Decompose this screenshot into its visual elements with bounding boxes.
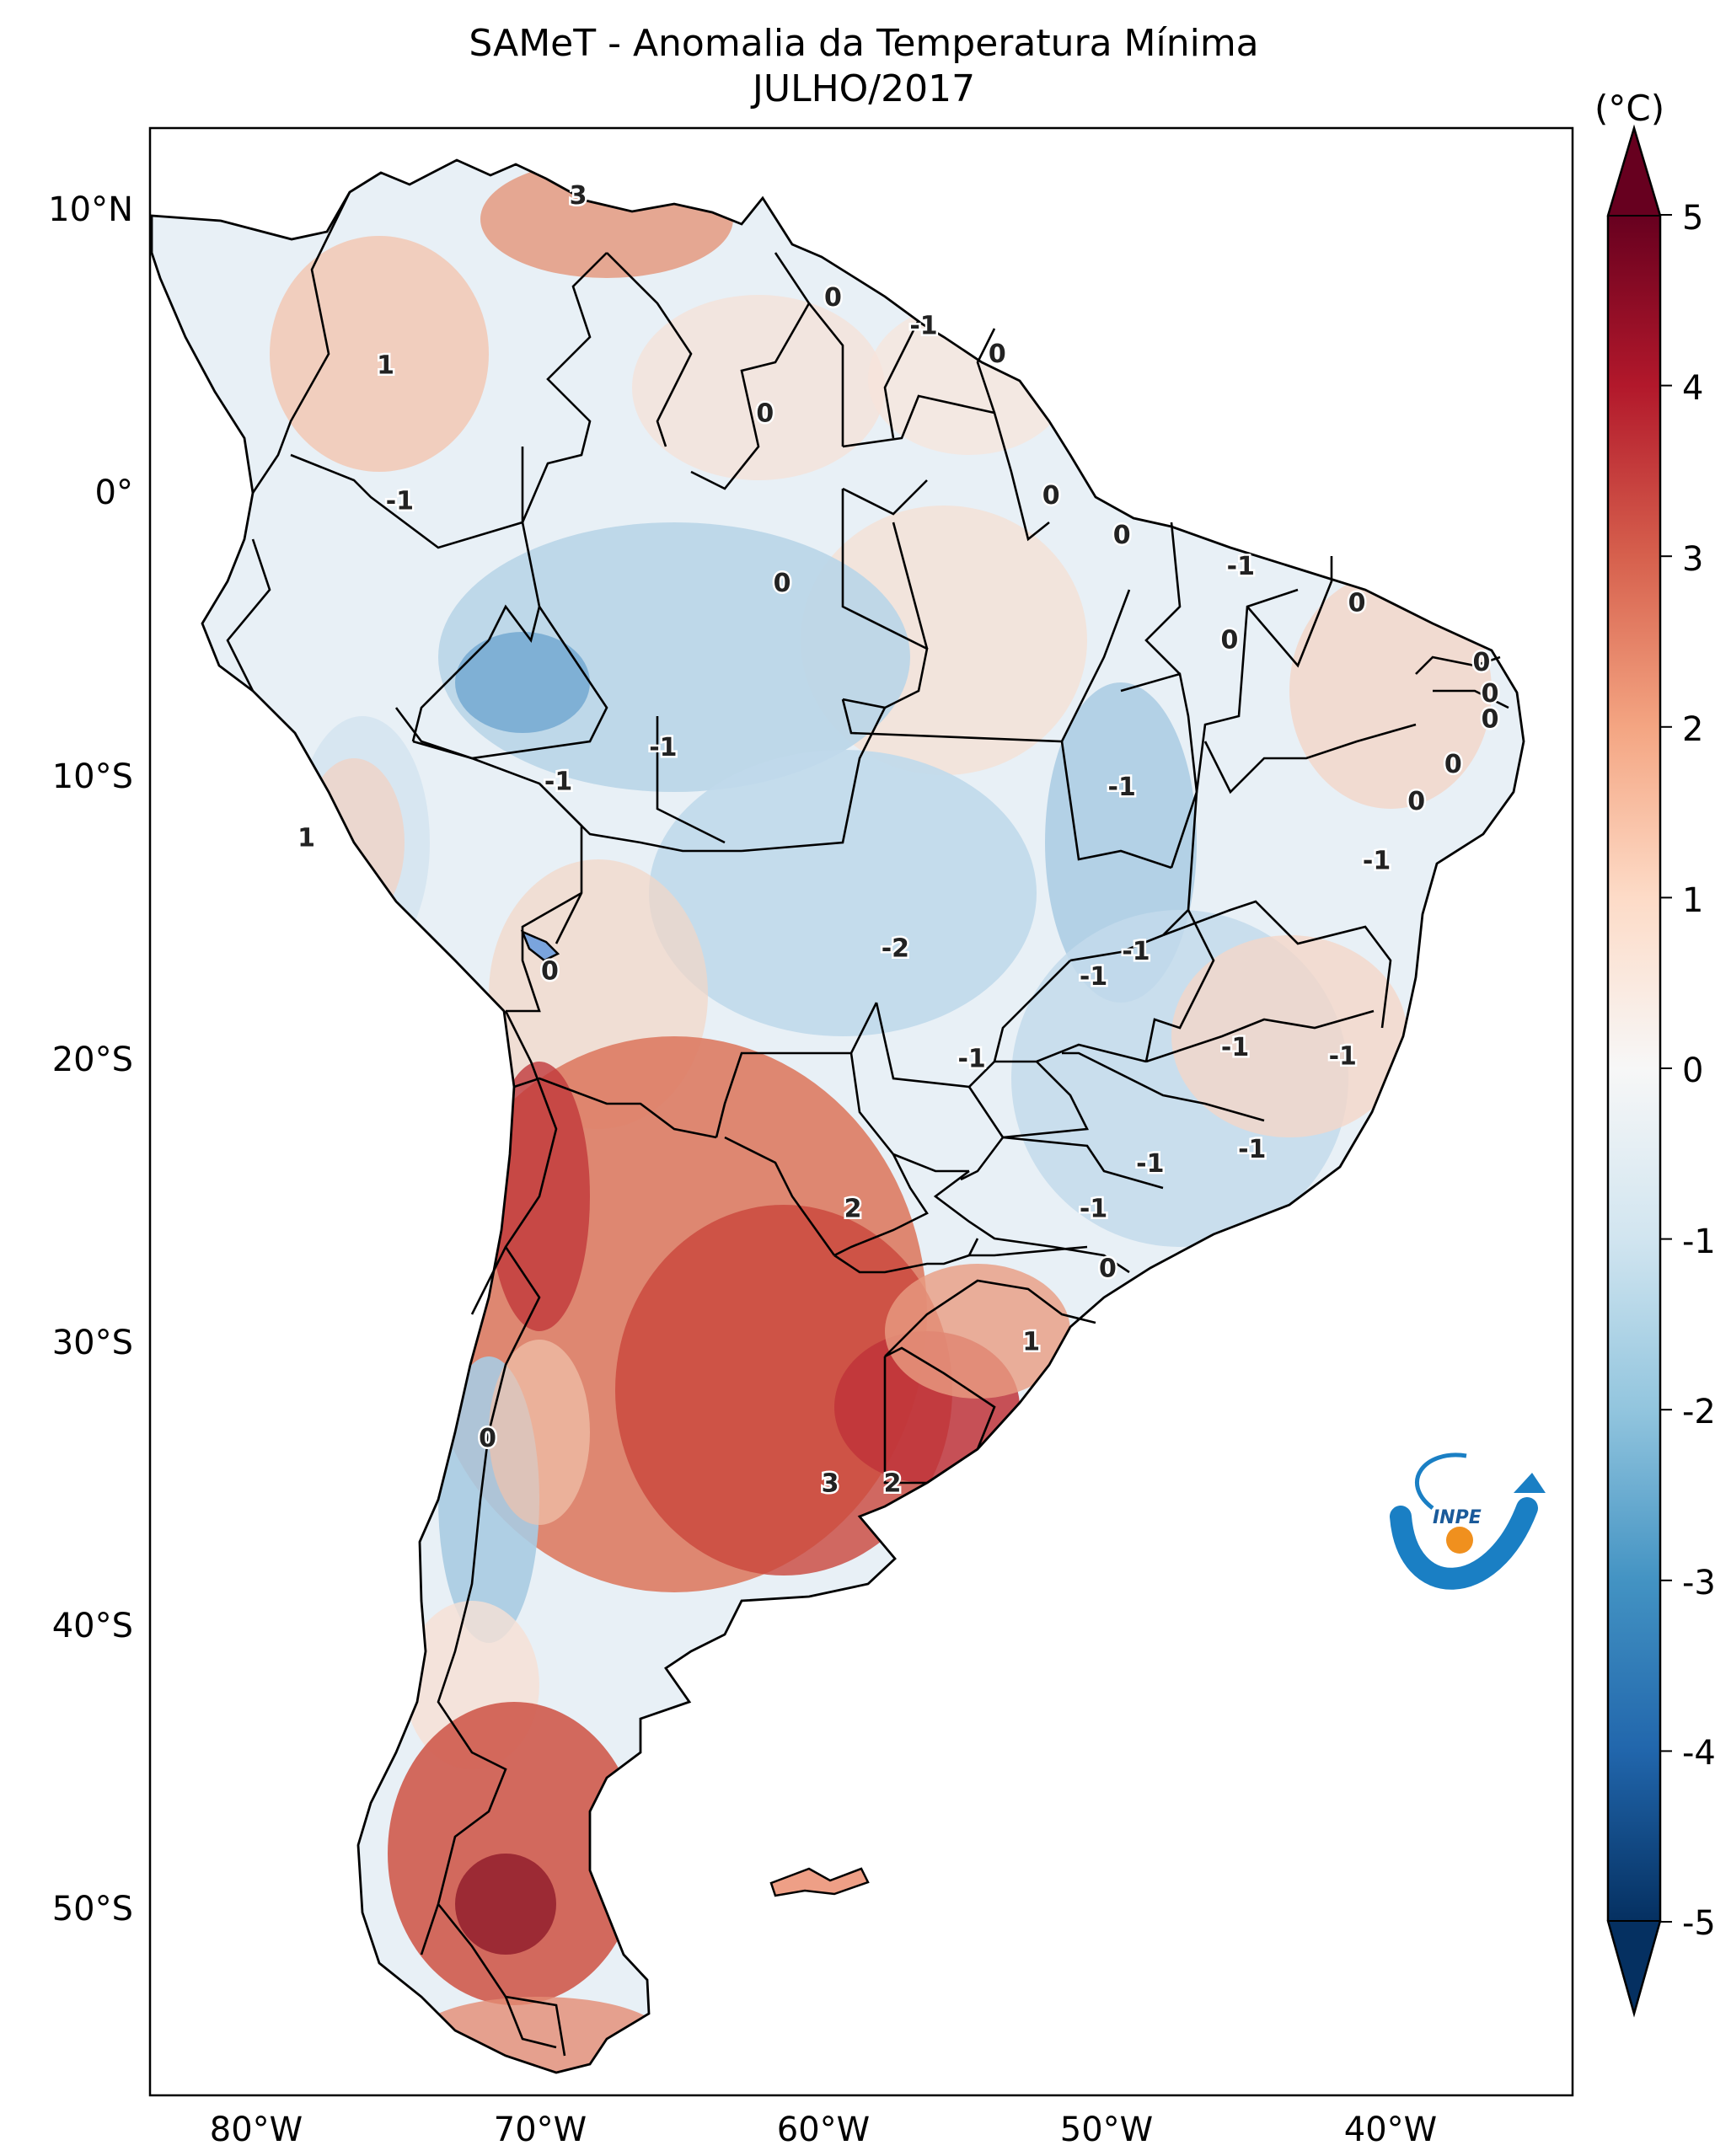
contour-label: 0	[1472, 648, 1490, 677]
contour-label: -1	[1108, 773, 1136, 802]
colorbar-tick-label: -2	[1682, 1393, 1716, 1431]
lat-label: 40°S	[51, 1607, 133, 1645]
colorbar-max-arrow	[1606, 125, 1662, 217]
contour-label: -2	[882, 934, 909, 964]
lat-label: 10°N	[48, 190, 133, 229]
colorbar-tick-label: 5	[1682, 199, 1704, 238]
lat-label: 50°S	[51, 1890, 133, 1929]
contour-label: -1	[957, 1045, 985, 1074]
contour-label: 0	[989, 340, 1006, 369]
contour-label: -1	[1080, 962, 1107, 992]
inpe-logo: INPE	[1390, 1452, 1546, 1590]
contour-label: 0	[541, 956, 559, 986]
lon-label: 40°W	[1343, 2111, 1438, 2149]
contour-label: 0	[1482, 704, 1499, 734]
contour-label: -1	[909, 311, 937, 340]
contour-label: -1	[1136, 1149, 1164, 1179]
contour-label: 0	[1220, 625, 1238, 655]
contour-label: 0	[1113, 521, 1131, 550]
colorbar-tick-label: 2	[1682, 710, 1704, 749]
lon-label: 50°W	[1059, 2111, 1154, 2149]
lat-label: 20°S	[51, 1041, 133, 1079]
contour-label: -1	[1221, 1033, 1249, 1062]
falkland-islands	[769, 1867, 870, 1897]
contour-label: 1	[377, 350, 394, 380]
map-title: SAMeT - Anomalia da Temperatura Mínima	[469, 22, 1259, 65]
contour-label: 0	[1444, 750, 1462, 779]
contour-label: 3	[822, 1469, 839, 1499]
colorbar	[1606, 124, 1672, 2018]
contour-label: 0	[1042, 481, 1060, 511]
contour-label: 1	[1022, 1328, 1040, 1357]
lat-label: 0°	[94, 473, 133, 512]
colorbar-tick-label: 1	[1682, 881, 1704, 920]
contour-label: -1	[386, 487, 414, 516]
contour-label: 0	[1348, 589, 1366, 618]
colorbar-gradient	[1608, 215, 1660, 1922]
lon-label: 70°W	[493, 2111, 587, 2149]
contour-label: 1	[297, 824, 315, 853]
colorbar-min-arrow	[1606, 1920, 1662, 2017]
colorbar-tick-label: -3	[1682, 1564, 1716, 1602]
contour-label: 0	[824, 283, 842, 313]
colorbar-tick-label: -4	[1682, 1734, 1716, 1773]
colorbar-unit: (°C)	[1594, 88, 1665, 129]
contour-label: 2	[884, 1469, 902, 1499]
map-subtitle: JULHO/2017	[752, 67, 976, 110]
contour-label: -1	[1238, 1135, 1266, 1164]
colorbar-tick-label: 4	[1682, 369, 1704, 408]
contour-label: 0	[756, 399, 774, 429]
lake-titicaca	[520, 929, 560, 962]
contour-label: 0	[774, 569, 791, 598]
contour-label: -1	[1122, 937, 1150, 966]
contour-label: -1	[1080, 1195, 1107, 1224]
lat-label: 10°S	[51, 757, 133, 796]
logo-text: INPE	[1433, 1507, 1482, 1528]
contour-label: 2	[844, 1195, 862, 1224]
lon-label: 60°W	[776, 2111, 871, 2149]
lon-label: 80°W	[209, 2111, 303, 2149]
contour-label: 0	[1482, 679, 1499, 709]
contour-label: -1	[1363, 846, 1391, 875]
colorbar-tick-label: 0	[1682, 1051, 1704, 1090]
contour-label: 3	[570, 181, 587, 211]
coastline	[150, 158, 1525, 2074]
sun-icon	[1446, 1527, 1473, 1554]
contour-label: -1	[1329, 1041, 1357, 1071]
contour-label: 0	[479, 1424, 496, 1453]
contour-label: -1	[649, 733, 677, 762]
contour-label: -1	[544, 767, 572, 796]
contour-label: 0	[1407, 787, 1425, 816]
colorbar-tick-label: -1	[1682, 1222, 1716, 1261]
contour-label: 0	[1099, 1254, 1117, 1283]
colorbar-tick-label: -5	[1682, 1904, 1716, 1943]
lat-label: 30°S	[51, 1324, 133, 1362]
contour-label: -1	[1227, 552, 1255, 581]
political-borders	[226, 191, 1509, 2057]
colorbar-tick-label: 3	[1682, 540, 1704, 579]
